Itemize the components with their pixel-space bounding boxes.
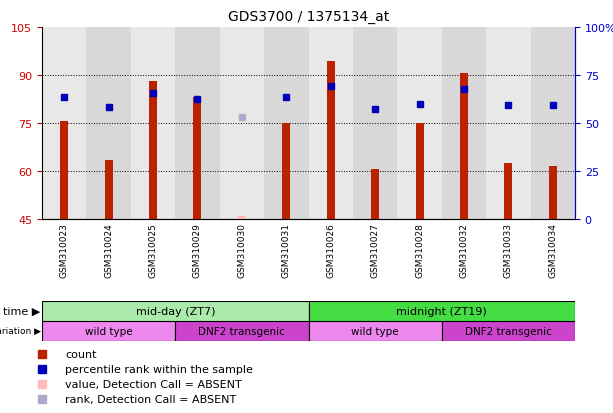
Text: genotype/variation ▶: genotype/variation ▶ (0, 327, 40, 336)
Text: mid-day (ZT7): mid-day (ZT7) (135, 306, 215, 316)
Bar (131, 28, 175, 219)
Bar (238, 216, 246, 219)
Text: rank, Detection Call = ABSENT: rank, Detection Call = ABSENT (65, 394, 236, 404)
Text: wild type: wild type (85, 326, 132, 336)
Bar (416, 124, 424, 219)
Bar (353, 28, 397, 219)
Bar (308, 28, 353, 219)
Bar (327, 62, 335, 219)
Bar (283, 124, 291, 219)
Text: count: count (65, 349, 96, 359)
Bar (42, 301, 308, 321)
Bar (397, 28, 442, 219)
Text: DNF2 transgenic: DNF2 transgenic (199, 326, 285, 336)
Bar (460, 74, 468, 219)
Bar (175, 321, 308, 341)
Bar (442, 321, 575, 341)
Bar (42, 321, 175, 341)
Bar (86, 28, 131, 219)
Text: wild type: wild type (351, 326, 399, 336)
Bar (549, 167, 557, 219)
Text: time ▶: time ▶ (4, 306, 40, 316)
Title: GDS3700 / 1375134_at: GDS3700 / 1375134_at (228, 10, 389, 24)
Bar (105, 160, 113, 219)
Bar (149, 82, 157, 219)
Bar (504, 164, 512, 219)
Bar (194, 98, 202, 219)
Bar (175, 28, 219, 219)
Bar (486, 28, 531, 219)
Bar (531, 28, 575, 219)
Bar (219, 28, 264, 219)
Bar (442, 28, 486, 219)
Bar (60, 122, 68, 219)
Text: midnight (ZT19): midnight (ZT19) (397, 306, 487, 316)
Text: percentile rank within the sample: percentile rank within the sample (65, 364, 253, 374)
Bar (264, 28, 308, 219)
Bar (308, 301, 575, 321)
Bar (308, 321, 442, 341)
Text: DNF2 transgenic: DNF2 transgenic (465, 326, 552, 336)
Bar (42, 28, 86, 219)
Text: value, Detection Call = ABSENT: value, Detection Call = ABSENT (65, 379, 242, 389)
Bar (371, 170, 379, 219)
